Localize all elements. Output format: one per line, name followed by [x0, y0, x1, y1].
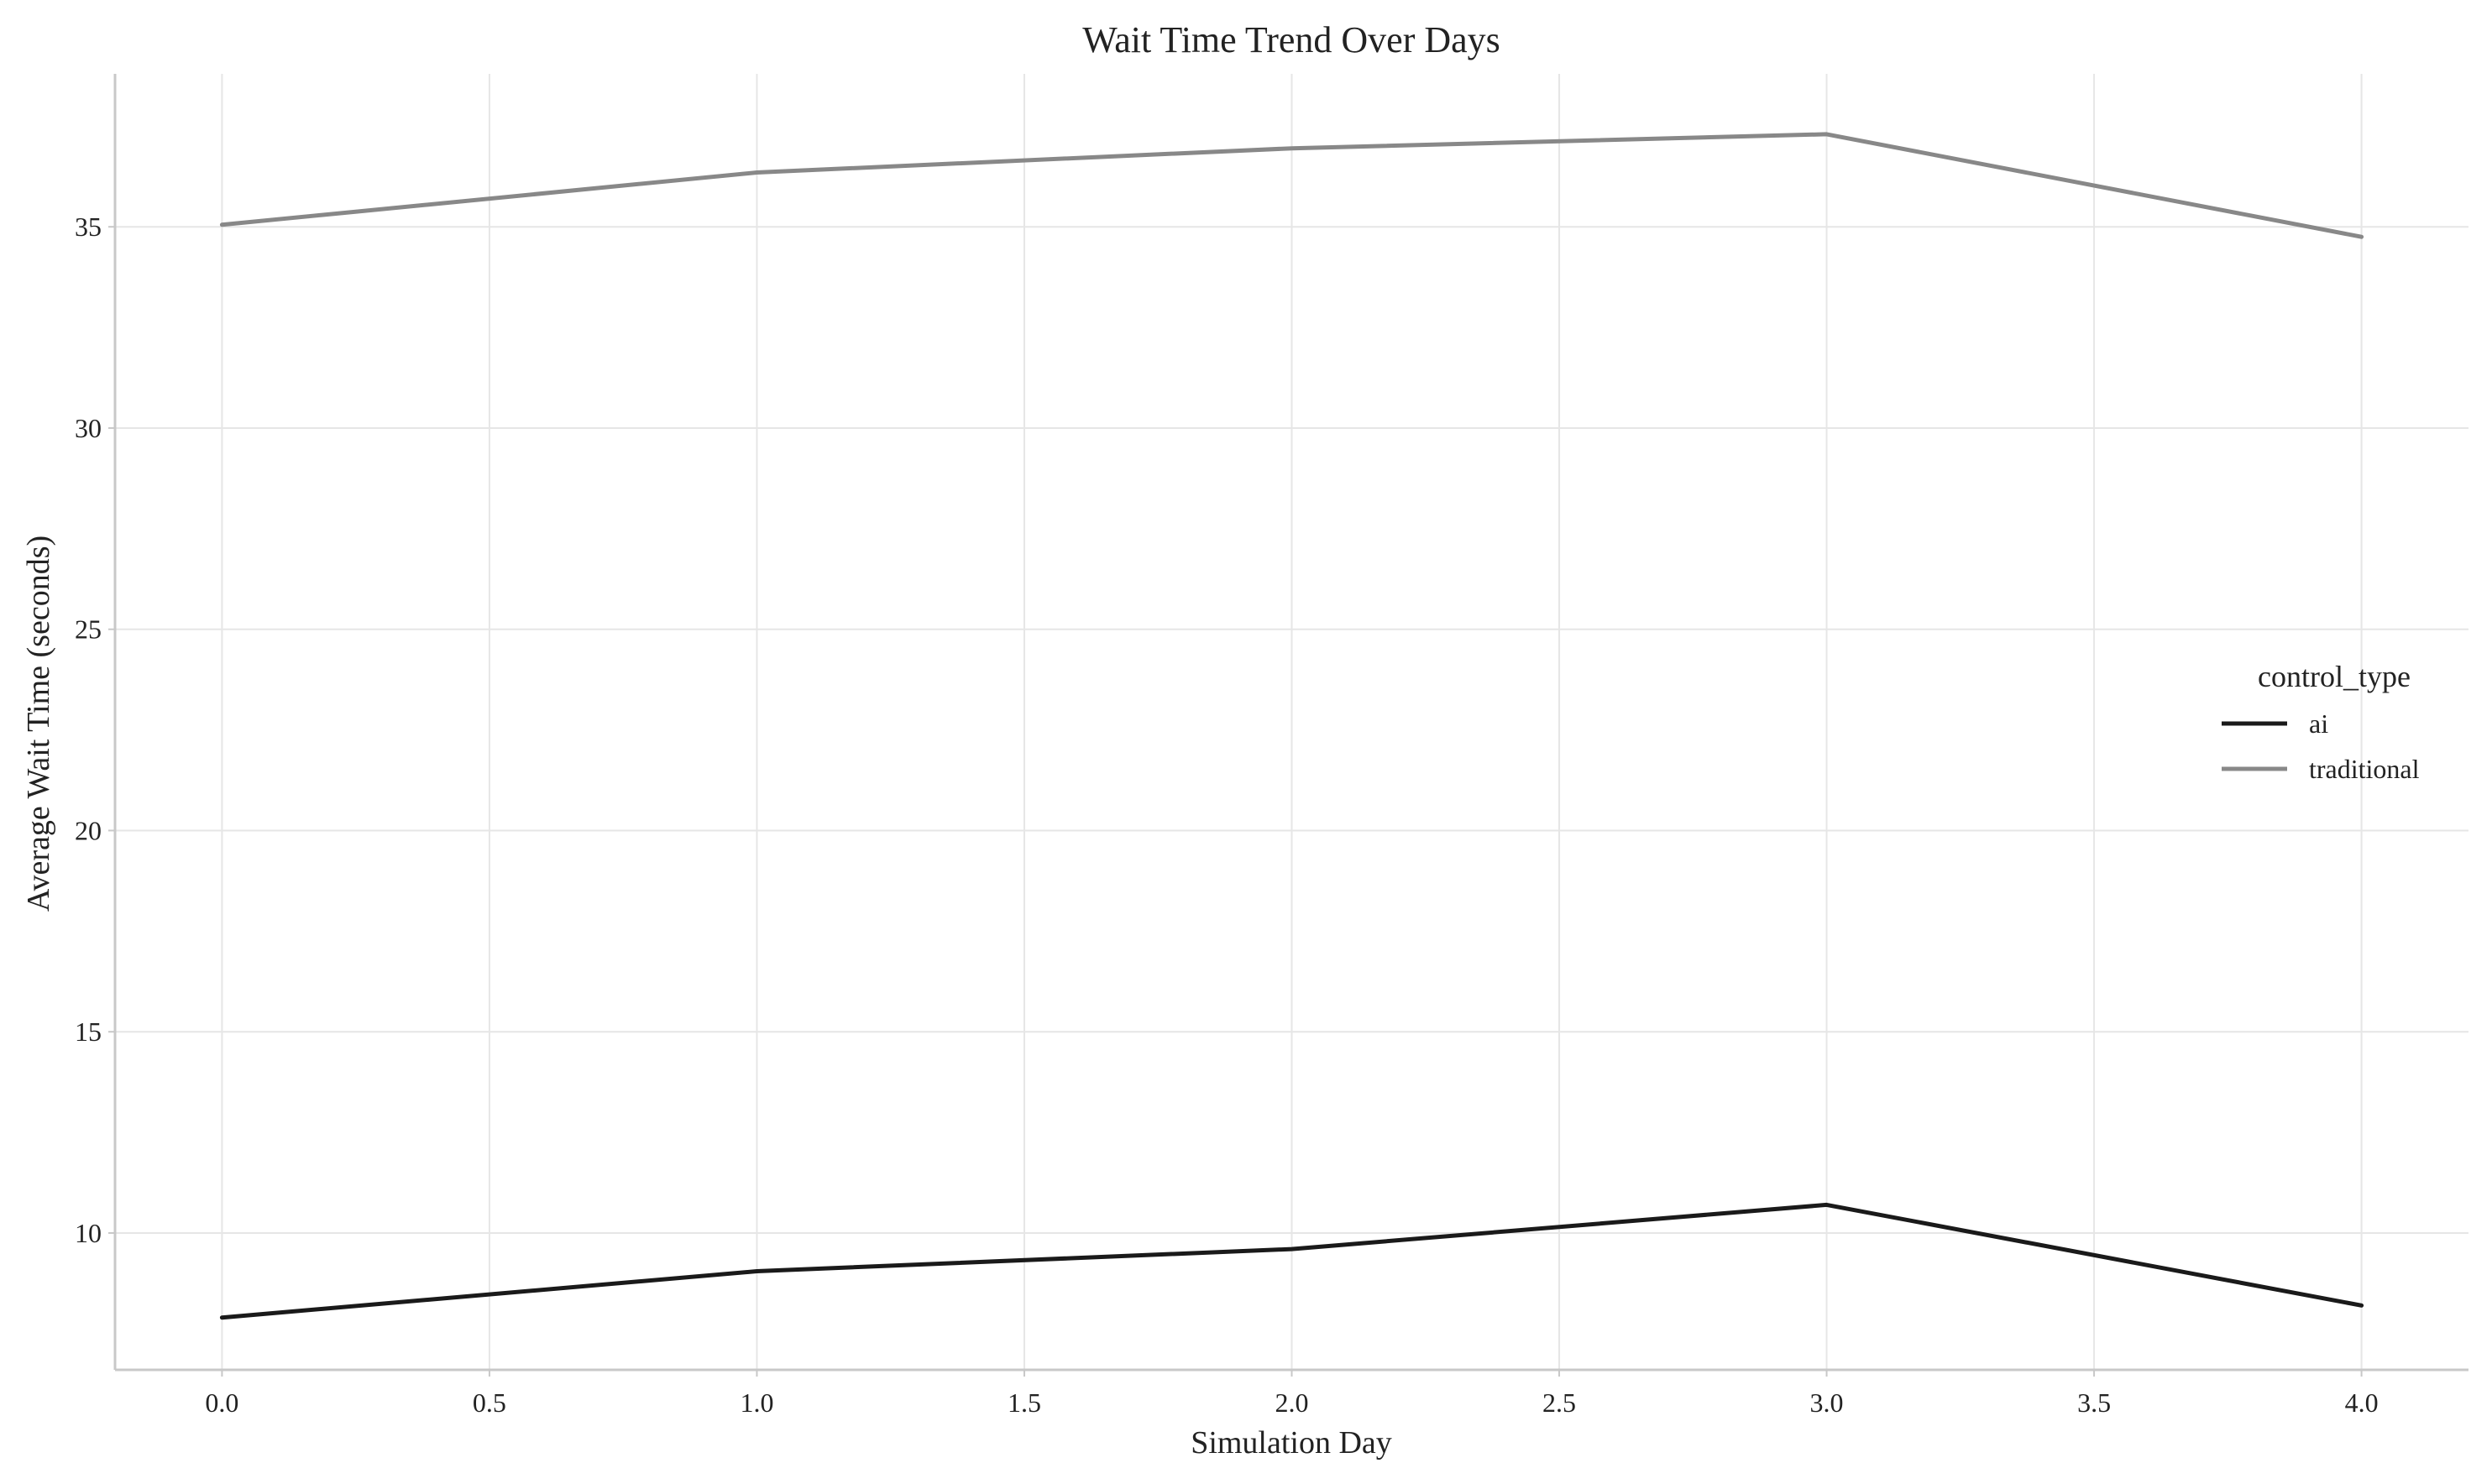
x-tick-label-0: 0.0	[205, 1387, 238, 1418]
y-tick-label-0: 10	[75, 1218, 102, 1248]
x-tick-label-2: 1.0	[740, 1387, 773, 1418]
legend-label-traditional: traditional	[2309, 754, 2420, 784]
y-tick-label-1: 15	[75, 1016, 102, 1047]
chart-title: Wait Time Trend Over Days	[1082, 19, 1500, 60]
y-tick-label-2: 20	[75, 815, 102, 845]
legend-label-ai: ai	[2309, 708, 2328, 739]
x-axis-label: Simulation Day	[1191, 1425, 1392, 1460]
y-tick-label-5: 35	[75, 212, 102, 242]
y-axis-ticks: 10 15 20 25 30 35	[75, 212, 115, 1248]
y-axis-label: Average Wait Time (seconds)	[21, 536, 56, 912]
x-tick-label-5: 2.5	[1542, 1387, 1576, 1418]
x-tick-label-3: 1.5	[1008, 1387, 1041, 1418]
series-lines	[219, 132, 2364, 1320]
y-tick-label-4: 30	[75, 413, 102, 443]
x-tick-label-4: 2.0	[1275, 1387, 1309, 1418]
y-tick-label-3: 25	[75, 614, 102, 645]
x-tick-label-1: 0.5	[473, 1387, 506, 1418]
x-tick-label-8: 4.0	[2345, 1387, 2379, 1418]
gridlines	[115, 74, 2468, 1370]
legend: control_type ai traditional	[2222, 660, 2420, 784]
legend-title: control_type	[2258, 660, 2411, 693]
x-tick-label-6: 3.0	[1810, 1387, 1844, 1418]
legend-items: ai traditional	[2222, 708, 2420, 784]
x-axis-ticks: 0.0 0.5 1.0 1.5 2.0 2.5 3.0 3.5 4.0	[205, 1370, 2379, 1418]
x-tick-label-7: 3.5	[2077, 1387, 2111, 1418]
